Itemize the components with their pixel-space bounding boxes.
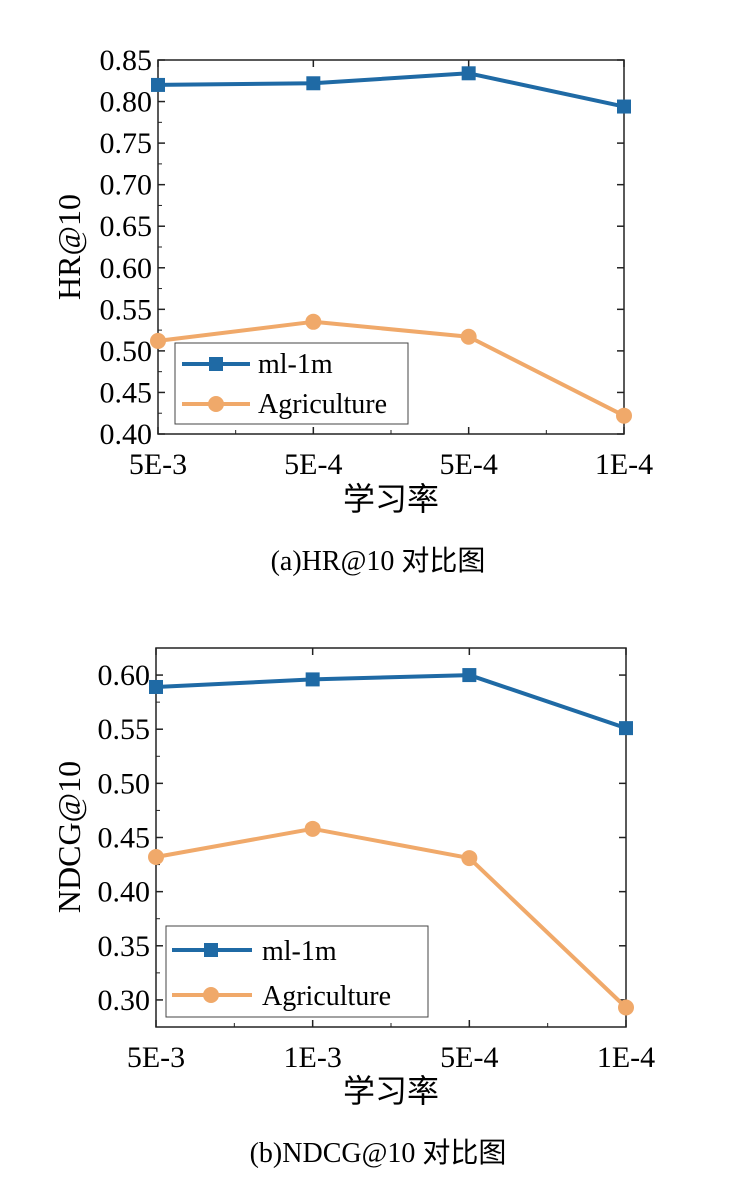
legend: ml-1m Agriculture <box>174 342 409 425</box>
x-tick-label: 1E-4 <box>595 448 653 481</box>
y-tick-label: 0.80 <box>100 86 153 119</box>
data-point-ml1m <box>305 672 320 687</box>
y-tick-label: 0.75 <box>100 127 153 160</box>
x-axis-title: 学习率 <box>343 1073 439 1109</box>
y-tick-label: 0.60 <box>98 659 151 692</box>
x-tick-label: 1E-3 <box>284 1041 342 1074</box>
legend-marker-ml1m <box>209 357 223 371</box>
x-tick-label: 1E-4 <box>597 1041 655 1074</box>
legend-marker-agriculture <box>203 987 219 1003</box>
y-axis-title: NDCG@10 <box>51 761 87 913</box>
chart-ndcg10: 0.30 0.35 0.40 0.45 0.50 0.55 0.60 5E-3 1E-3 5E-4… <box>51 647 655 1169</box>
y-tick-label: 0.30 <box>98 984 151 1017</box>
x-tick-label: 5E-3 <box>127 1041 185 1074</box>
plot-frame <box>155 647 627 1028</box>
y-tick-label: 0.85 <box>100 44 153 77</box>
data-point-ml1m <box>149 679 163 694</box>
plot-frame <box>157 59 625 435</box>
y-tick-label: 0.35 <box>98 930 151 963</box>
series-line-ml1m <box>155 673 627 731</box>
legend-label-ml1m: ml-1m <box>258 349 333 380</box>
series-line-agriculture <box>155 826 628 1009</box>
legend-marker-agriculture <box>208 396 224 412</box>
y-tick-label: 0.55 <box>100 293 153 326</box>
legend-label-ml1m: ml-1m <box>262 936 337 967</box>
legend-marker-ml1m <box>204 943 218 957</box>
legend-label-agriculture: Agriculture <box>258 389 387 420</box>
caption-b: (b)NDCG@10 对比图 <box>250 1137 507 1169</box>
series-line-ml1m <box>157 71 625 109</box>
data-point-agriculture <box>148 848 164 865</box>
data-point-agriculture <box>305 313 322 330</box>
legend-label-agriculture: Agriculture <box>262 981 391 1012</box>
data-point-agriculture <box>616 407 632 424</box>
data-point-agriculture <box>304 820 321 837</box>
data-point-ml1m <box>151 77 165 92</box>
caption-a: (a)HR@10 对比图 <box>271 545 486 577</box>
data-point-agriculture <box>460 328 477 345</box>
data-point-ml1m <box>617 99 631 114</box>
y-tick-label: 0.70 <box>100 169 153 202</box>
y-tick-label: 0.55 <box>98 713 151 746</box>
x-axis-title: 学习率 <box>343 481 439 517</box>
y-tick-label: 0.60 <box>100 252 153 285</box>
x-tick-label: 5E-4 <box>440 1041 498 1074</box>
legend: ml-1m Agriculture <box>165 925 429 1018</box>
y-tick-label: 0.65 <box>100 210 153 243</box>
data-point-agriculture <box>461 850 478 867</box>
data-point-agriculture <box>618 999 634 1016</box>
y-tick-label: 0.50 <box>98 767 151 800</box>
y-tick-label: 0.40 <box>98 876 151 909</box>
y-tick-label: 0.40 <box>100 418 153 451</box>
data-point-ml1m <box>619 721 633 736</box>
x-tick-label: 5E-4 <box>440 448 498 481</box>
y-tick-label: 0.45 <box>100 376 153 409</box>
data-point-ml1m <box>461 66 476 81</box>
x-tick-label: 5E-4 <box>284 448 342 481</box>
data-point-agriculture <box>150 332 166 349</box>
data-point-ml1m <box>462 668 477 683</box>
series-line-agriculture <box>157 319 625 418</box>
chart-hr10: 0.40 0.45 0.50 0.55 0.60 0.65 0.70 0.75 0.80 0.85… <box>51 44 653 577</box>
y-tick-label: 0.50 <box>100 335 153 368</box>
data-point-ml1m <box>306 76 321 91</box>
y-axis-title: HR@10 <box>51 194 87 300</box>
x-tick-label: 5E-3 <box>129 448 187 481</box>
y-tick-label: 0.45 <box>98 822 151 855</box>
